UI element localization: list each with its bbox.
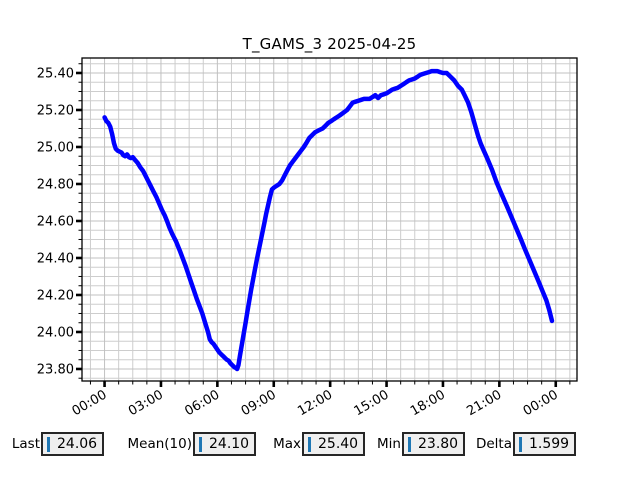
svg-text:21:00: 21:00	[464, 387, 504, 419]
stat-textbox-max[interactable]: 25.40	[302, 432, 365, 456]
svg-text:24.40: 24.40	[37, 251, 74, 266]
stat-label-mean10: Mean(10)	[127, 436, 193, 452]
stat-value-mean10: 24.10	[209, 436, 250, 452]
svg-text:06:00: 06:00	[182, 387, 222, 419]
text-cursor-icon	[519, 436, 522, 452]
text-cursor-icon	[308, 436, 311, 452]
text-cursor-icon	[408, 436, 411, 452]
stat-label-max: Max	[273, 436, 301, 452]
svg-text:25.00: 25.00	[37, 140, 74, 155]
stat-label-min: Min	[377, 436, 401, 452]
stat-textbox-delta[interactable]: 1.599	[513, 432, 576, 456]
stat-value-last: 24.06	[57, 436, 98, 452]
stat-textbox-mean10[interactable]: 24.10	[193, 432, 256, 456]
svg-text:24.80: 24.80	[37, 177, 74, 192]
stat-label-last: Last	[11, 436, 40, 452]
stat-textbox-min[interactable]: 23.80	[402, 432, 465, 456]
svg-text:23.80: 23.80	[37, 362, 74, 377]
stat-textbox-last[interactable]: 24.06	[41, 432, 104, 456]
stat-value-min: 23.80	[418, 436, 459, 452]
svg-text:00:00: 00:00	[521, 387, 561, 419]
svg-text:24.60: 24.60	[37, 214, 74, 229]
svg-text:09:00: 09:00	[239, 387, 279, 419]
chart-title: T_GAMS_3 2025-04-25	[242, 35, 417, 53]
temperature-line-chart: 23.80 24.00 24.20 24.40 24.60 24.80 25.00 25.20…	[37, 57, 578, 419]
svg-text:15:00: 15:00	[352, 387, 392, 419]
svg-text:25.20: 25.20	[37, 103, 74, 118]
text-cursor-icon	[199, 436, 202, 452]
svg-text:18:00: 18:00	[408, 387, 448, 419]
stat-value-max: 25.40	[318, 436, 359, 452]
svg-text:03:00: 03:00	[126, 387, 166, 419]
text-cursor-icon	[47, 436, 50, 452]
stat-value-delta: 1.599	[529, 436, 570, 452]
svg-text:25.40: 25.40	[37, 66, 74, 81]
svg-text:12:00: 12:00	[295, 387, 335, 419]
stat-label-delta: Delta	[475, 436, 512, 452]
svg-text:24.00: 24.00	[37, 325, 74, 340]
svg-text:24.20: 24.20	[37, 288, 74, 303]
svg-text:00:00: 00:00	[70, 387, 110, 419]
